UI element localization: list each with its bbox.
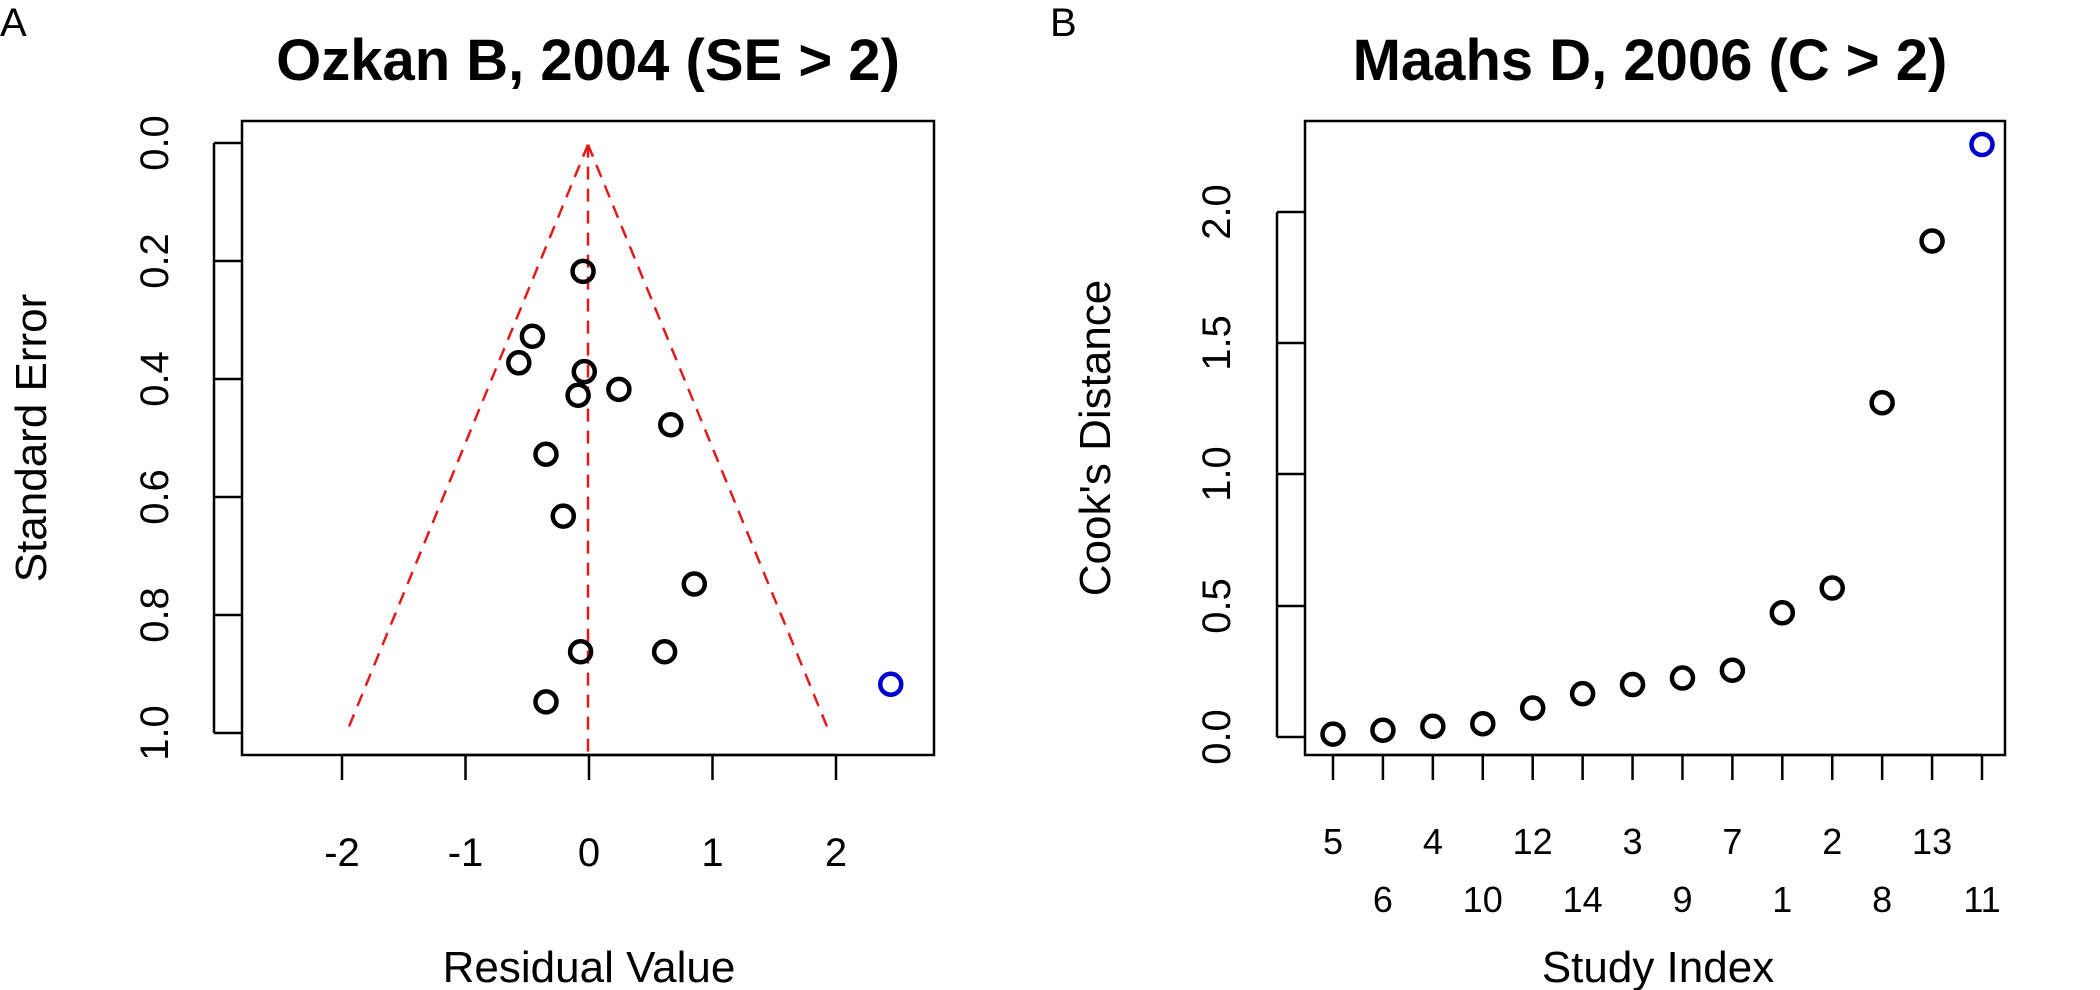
panel-b-y-tick-label: 0.5 xyxy=(1195,578,1239,634)
data-point xyxy=(571,358,598,385)
panel-b-x-tick-label: 6 xyxy=(1373,879,1393,920)
panel-a-x-axis-label: Residual Value xyxy=(443,943,736,990)
data-point xyxy=(550,503,577,529)
panel-a-y-tick-label: 0.8 xyxy=(133,587,177,643)
data-point xyxy=(570,258,596,285)
panel-a-x-tick-label: 1 xyxy=(701,831,723,875)
panel-b-x-tick-label: 11 xyxy=(1963,879,2000,920)
panel-b-y-axis-label: Cook's Distance xyxy=(1071,280,1120,597)
data-point xyxy=(1719,657,1746,683)
data-point xyxy=(658,411,684,438)
panel-b-x-tick-label: 4 xyxy=(1423,821,1443,862)
panel-b-x-tick-label: 13 xyxy=(1912,821,1952,862)
panel-a-y-tick-label: 1.0 xyxy=(133,705,177,761)
panel-b-y-tick-label: 0.0 xyxy=(1195,709,1239,765)
panel-a-y-tick-label: 0.4 xyxy=(133,351,177,407)
panel-b-x-tick-label: 1 xyxy=(1772,879,1792,920)
panel-b-x-tick-label: 3 xyxy=(1623,821,1643,862)
data-point xyxy=(506,350,532,376)
panel-b-y-axis: 0.0 0.5 1.0 1.5 2.0 Cook's Distance xyxy=(1071,184,1305,765)
panel-a-y-tick-label: 0.0 xyxy=(133,115,177,171)
panel-b-plot-box xyxy=(1303,119,2007,757)
panel-a-plot-area xyxy=(344,144,904,755)
panel-b-x-tick-label: 5 xyxy=(1323,821,1343,862)
data-point xyxy=(1869,390,1895,416)
panel-b-y-tick-label: 1.5 xyxy=(1195,315,1239,371)
panel-a-x-tick-label: -1 xyxy=(448,831,484,875)
data-point xyxy=(1569,680,1596,707)
data-point xyxy=(519,323,546,350)
panel-b-x-tick-label: 7 xyxy=(1722,821,1742,862)
panel-b-x-tick-label: 14 xyxy=(1563,879,1603,920)
panel-b: B Maahs D, 2006 (C > 2) 5641012143971281… xyxy=(1050,1,2007,990)
outlier-point xyxy=(1969,131,1995,158)
data-point xyxy=(1919,228,1945,254)
panel-b-x-tick-label: 2 xyxy=(1822,821,1842,862)
panel-a-letter: A xyxy=(0,1,27,45)
data-point xyxy=(1370,717,1396,743)
funnel-left-line xyxy=(344,144,590,735)
panel-b-y-tick-label: 2.0 xyxy=(1195,184,1239,240)
data-point xyxy=(606,376,632,403)
panel-a-x-tick-label: 2 xyxy=(825,831,847,875)
data-point xyxy=(1519,695,1546,721)
data-point xyxy=(533,689,559,715)
panel-b-title: Maahs D, 2006 (C > 2) xyxy=(1353,28,1948,93)
panel-b-x-tick-label: 8 xyxy=(1872,879,1892,920)
data-point xyxy=(1669,665,1696,691)
panel-b-x-tick-label: 12 xyxy=(1513,821,1553,862)
panel-a-title: Ozkan B, 2004 (SE > 2) xyxy=(276,28,900,93)
panel-a: A Ozkan B, 2004 (SE > 2) -2 -1 0 1 2 Res… xyxy=(0,1,936,990)
data-point xyxy=(533,441,559,467)
panel-a-y-axis: 0.0 0.2 0.4 0.6 0.8 1.0 Standard Error xyxy=(7,115,242,761)
data-point xyxy=(1470,710,1496,737)
data-point xyxy=(567,639,594,665)
data-point xyxy=(565,382,591,408)
panel-a-x-tick-label: -2 xyxy=(324,831,360,875)
data-point xyxy=(1320,721,1346,747)
panel-b-x-axis-label: Study Index xyxy=(1542,943,1774,990)
panel-b-x-tick-label: 10 xyxy=(1463,879,1503,920)
data-point xyxy=(1619,671,1646,698)
panel-a-y-tick-label: 0.2 xyxy=(133,233,177,289)
funnel-right-line xyxy=(586,144,832,735)
data-point xyxy=(1420,713,1446,740)
panel-a-x-axis: -2 -1 0 1 2 Residual Value xyxy=(324,753,847,990)
data-point xyxy=(681,571,708,597)
panel-b-y-tick-label: 1.0 xyxy=(1195,446,1239,502)
panel-a-y-axis-label: Standard Error xyxy=(7,294,56,583)
panel-a-y-tick-label: 0.6 xyxy=(133,469,177,525)
panel-b-plot-area xyxy=(1320,131,1995,747)
data-point xyxy=(1819,575,1845,601)
panel-b-letter: B xyxy=(1050,1,1077,45)
panel-a-x-tick-label: 0 xyxy=(578,831,600,875)
panel-b-x-tick-label: 9 xyxy=(1672,879,1692,920)
data-point xyxy=(651,639,678,665)
outlier-point xyxy=(878,671,904,697)
data-point xyxy=(1769,600,1796,626)
